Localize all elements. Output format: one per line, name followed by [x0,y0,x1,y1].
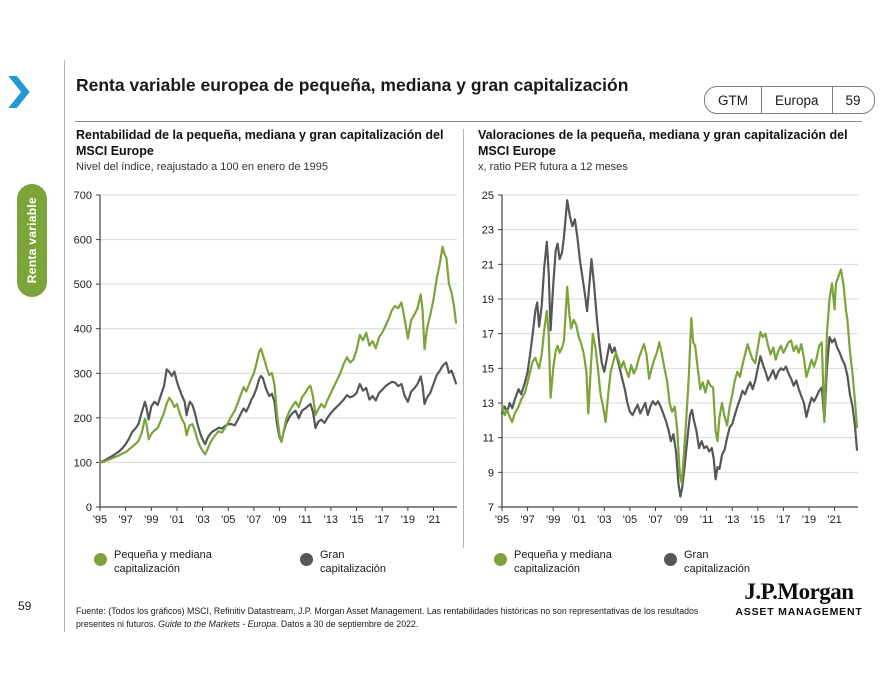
svg-text:'03: '03 [195,514,209,526]
left-chart-title: Rentabilidad de la pequeña, mediana y gr… [76,128,444,158]
svg-text:'11: '11 [700,514,714,526]
svg-text:'97: '97 [520,514,534,526]
svg-text:'11: '11 [298,514,312,526]
svg-text:'17: '17 [776,514,790,526]
valuation-line-chart: 7 9 11 13 15 17 19 21 23 25 '95 '97 '99 '01 '03 '05 '07 '… [482,190,859,526]
legend-line: capitalización [320,563,387,576]
right-chart-subtitle: x, ratio PER futura a 12 meses [478,161,628,173]
svg-text:500: 500 [74,279,92,291]
legend-dot-smallmid [94,553,107,566]
svg-text:15: 15 [482,363,494,375]
svg-text:'03: '03 [597,514,611,526]
chevron-right-icon [8,76,30,108]
svg-text:13: 13 [482,398,494,410]
svg-text:23: 23 [482,225,494,237]
svg-text:'15: '15 [751,514,765,526]
svg-text:'97: '97 [118,514,132,526]
gtm-badge: GTM Europa 59 [704,86,875,114]
svg-text:'15: '15 [349,514,363,526]
svg-text:17: 17 [482,329,494,341]
chevron-shape [8,76,30,108]
svg-text:0: 0 [86,502,92,514]
source-note: Fuente: (Todos los gráficos) MSCI, Refin… [76,605,738,631]
svg-text:'21: '21 [426,514,440,526]
legend-dot-smallmid [494,553,507,566]
asset-management-label: ASSET MANAGEMENT [735,606,863,618]
left-chart-subtitle: Nivel del índice, reajustado a 100 en en… [76,161,328,173]
legend-label-large: Gran capitalización [320,548,490,576]
svg-text:'05: '05 [623,514,637,526]
svg-text:'13: '13 [324,514,338,526]
badge-gtm: GTM [718,92,748,108]
legend-label-smallmid: Pequeña y mediana capitalización [114,548,284,576]
right-chart-title: Valoraciones de la pequeña, mediana y gr… [478,128,848,158]
section-tab-renta-variable[interactable]: Renta variable [17,184,47,297]
svg-text:'95: '95 [495,514,509,526]
svg-text:'17: '17 [375,514,389,526]
svg-text:'19: '19 [401,514,415,526]
svg-text:700: 700 [74,190,92,202]
vertical-divider [64,60,65,632]
svg-text:'07: '07 [648,514,662,526]
svg-text:'95: '95 [93,514,107,526]
svg-text:'99: '99 [144,514,158,526]
svg-text:'05: '05 [221,514,235,526]
series-line-gran-capitalizaci-n [500,199,859,498]
legend-dot-large [664,553,677,566]
svg-text:'07: '07 [247,514,261,526]
section-tab-label: Renta variable [25,197,39,284]
svg-text:200: 200 [74,413,92,425]
legend-line: Pequeña y mediana [114,549,212,561]
legend-dot-large [300,553,313,566]
legend-line: Gran [684,549,709,561]
header-divider [75,121,862,122]
page-title: Renta variable europea de pequeña, media… [76,74,629,95]
series-line-peque-a-y-mediana-capitalizaci-n [500,268,859,484]
svg-text:300: 300 [74,368,92,380]
badge-page: 59 [845,92,861,108]
svg-text:'99: '99 [546,514,560,526]
legend-line: capitalización [114,563,181,576]
svg-text:'01: '01 [572,514,586,526]
svg-text:100: 100 [74,457,92,469]
svg-text:600: 600 [74,235,92,247]
legend-line: capitalización [684,563,751,576]
svg-text:'09: '09 [674,514,688,526]
source-publication-name: Guide to the Markets - Europa [158,618,276,629]
svg-text:7: 7 [488,502,494,514]
legend-line: Gran [320,549,345,561]
svg-text:'21: '21 [827,514,841,526]
svg-text:'01: '01 [170,514,184,526]
svg-text:25: 25 [482,190,494,202]
series-line-peque-a-y-mediana-capitalizaci-n [98,245,458,464]
legend-line: capitalización [514,563,581,576]
badge-region: Europa [761,87,833,113]
svg-text:'19: '19 [802,514,816,526]
legend-label-large: Gran capitalización [684,548,854,576]
footer-page-number: 59 [18,599,32,613]
svg-text:400: 400 [74,324,92,336]
source-text: Fuente: (Todos los gráficos) MSCI, Refin… [76,605,699,629]
source-date: . Datos a 30 de septiembre de 2022. [276,618,419,629]
legend-label-smallmid: Pequeña y mediana capitalización [514,548,684,576]
legend-line: Pequeña y mediana [514,549,612,561]
jpmorgan-logo: J.P.Morgan [744,579,854,604]
jpmorgan-brand: J.P.Morgan ASSET MANAGEMENT [735,579,863,618]
svg-text:'13: '13 [725,514,739,526]
svg-text:21: 21 [482,259,494,271]
performance-line-chart: 0 100 200 300 400 500 600 700 '95 '97 '99 '01 '03 '05… [74,190,458,526]
svg-text:19: 19 [482,294,494,306]
svg-text:9: 9 [488,467,494,479]
panel-divider [463,129,464,548]
series-line-gran-capitalizaci-n [98,361,458,464]
svg-text:'09: '09 [272,514,286,526]
svg-text:11: 11 [483,433,494,445]
